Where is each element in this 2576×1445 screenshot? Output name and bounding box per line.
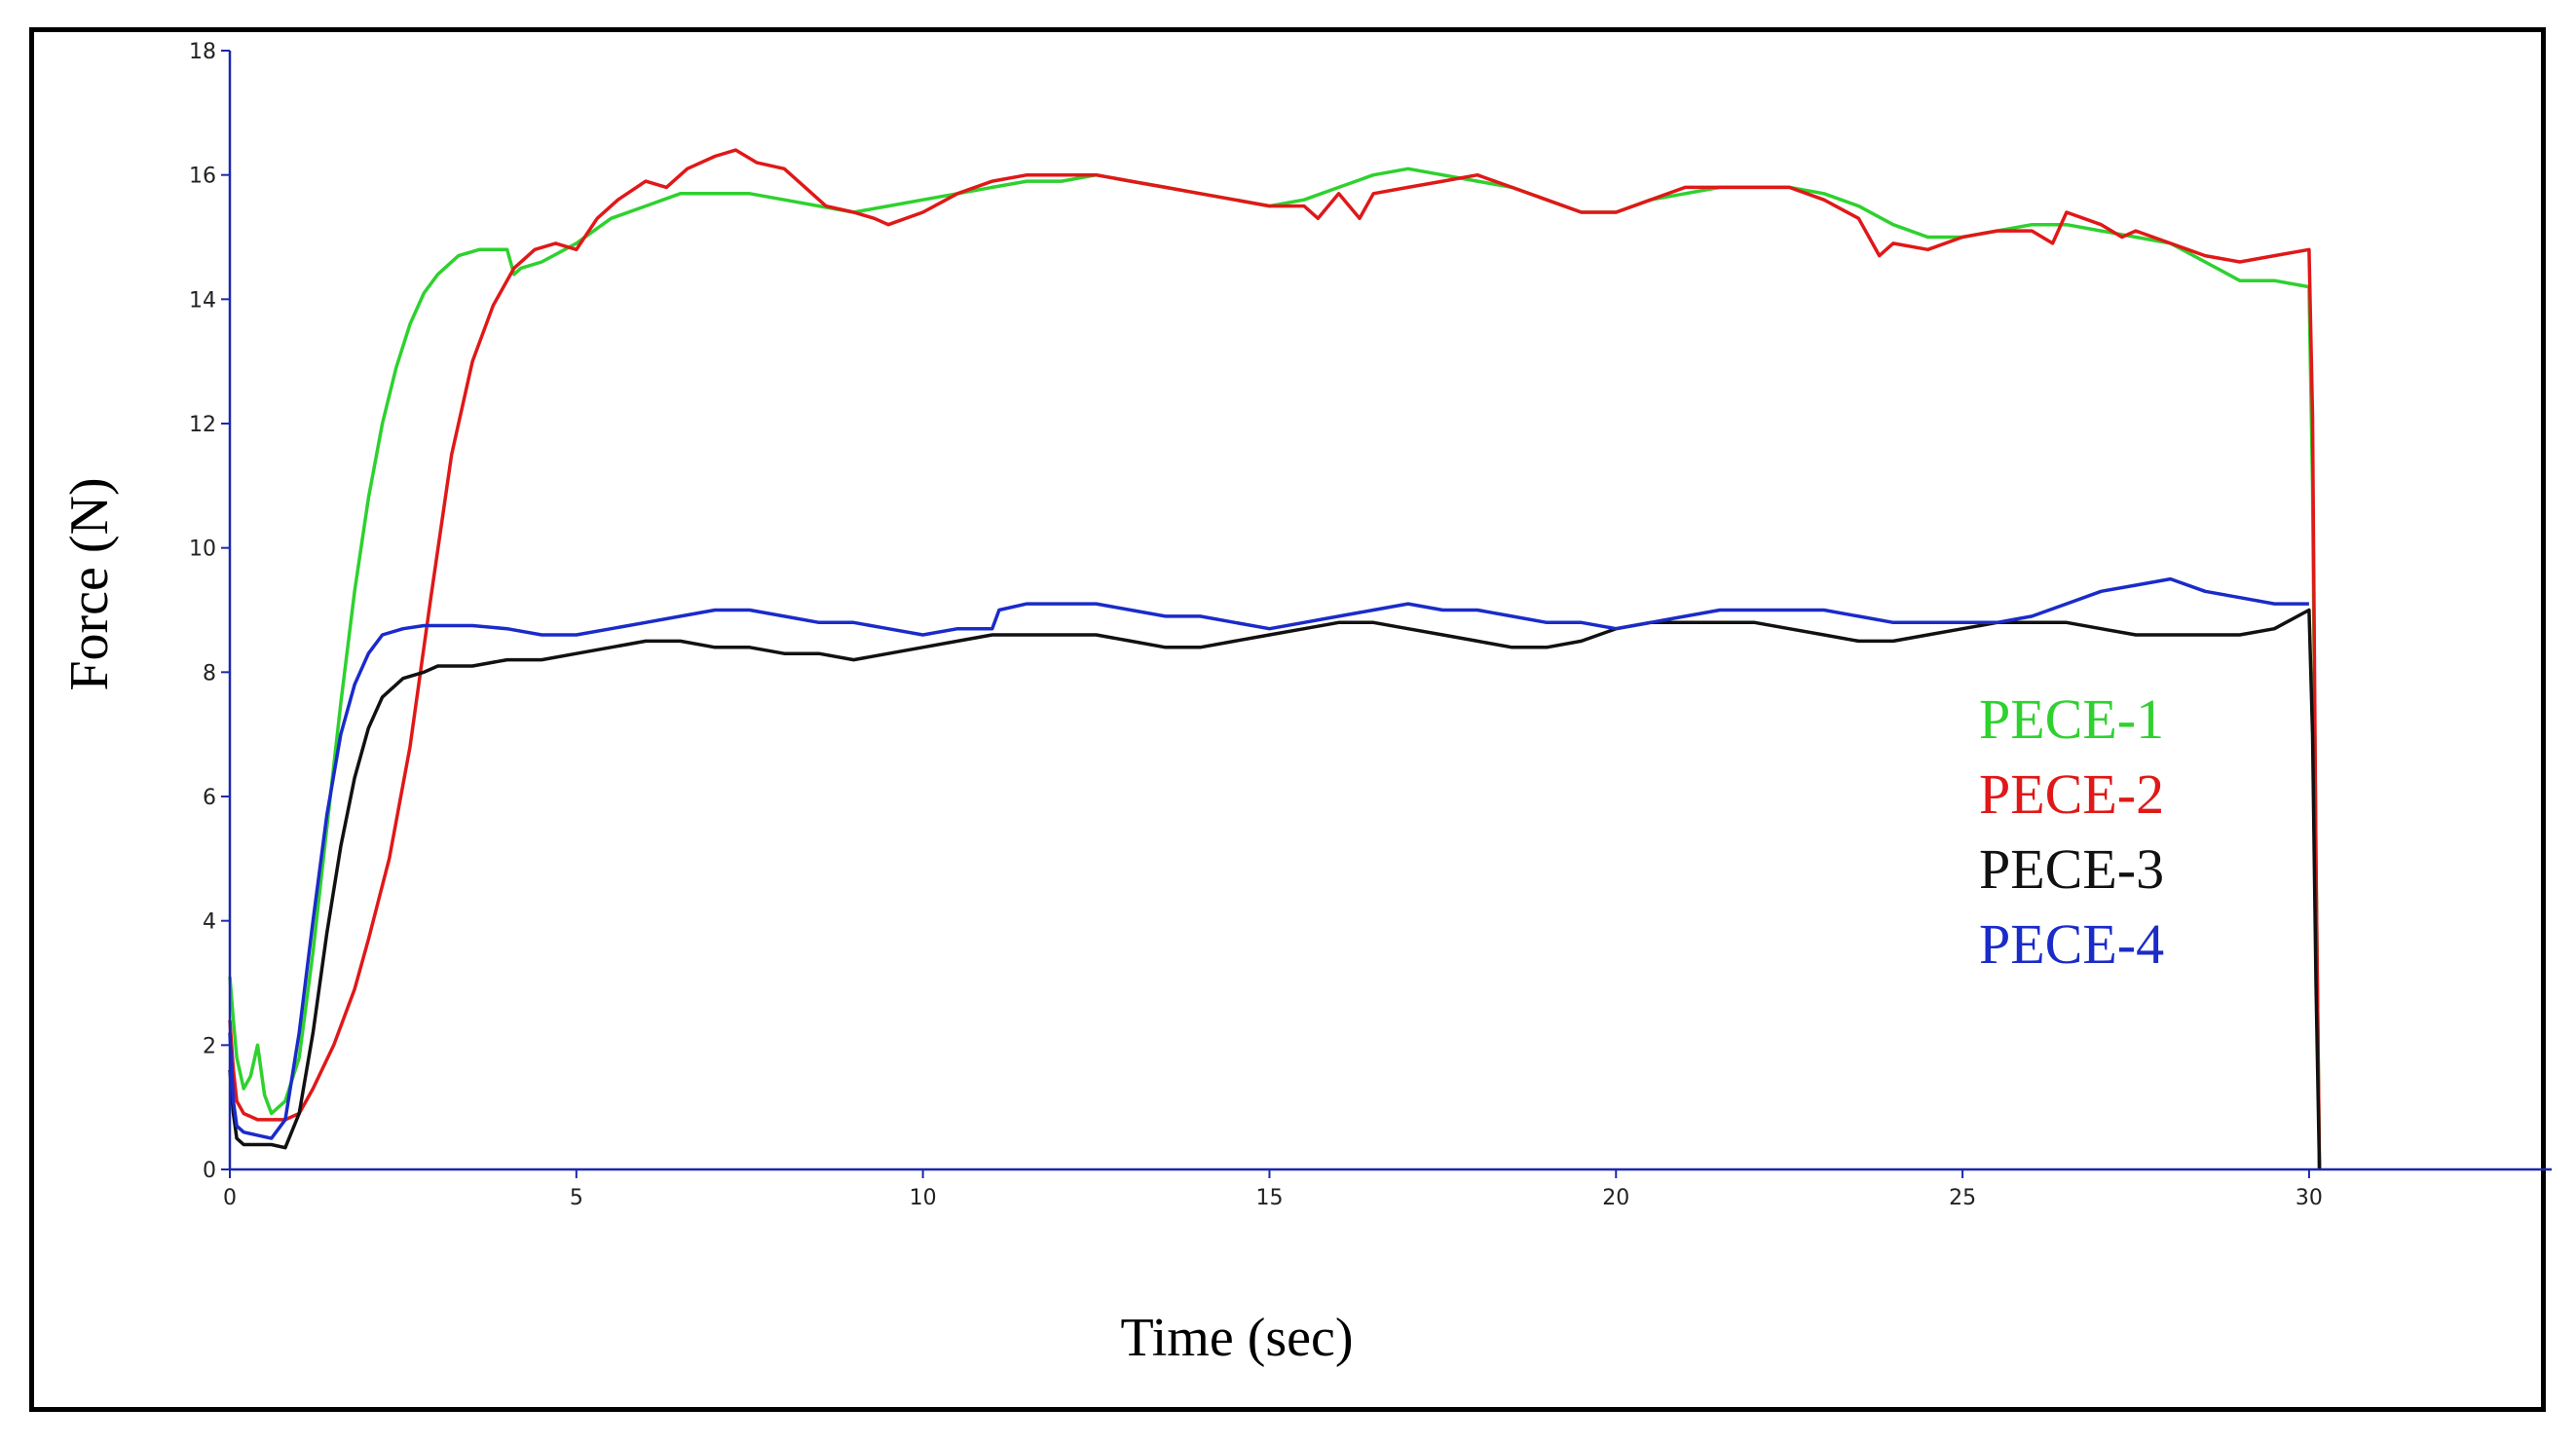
series-line-4 xyxy=(228,576,2309,1140)
series-line-1 xyxy=(228,167,2322,1170)
x-axis-title: Time (sec) xyxy=(1120,1308,1353,1368)
y-tick-label: 4 xyxy=(203,910,216,935)
y-tick-label: 16 xyxy=(189,165,216,189)
series-layer xyxy=(228,148,2322,1170)
figure-frame xyxy=(29,27,2546,1412)
legend-entry-3: PECE-3 xyxy=(1979,837,2164,901)
x-tick-label: 20 xyxy=(1602,1186,1629,1210)
y-tick-label: 8 xyxy=(203,661,216,685)
y-tick-label: 12 xyxy=(189,413,216,437)
x-tick-label: 5 xyxy=(570,1186,583,1210)
y-tick-label: 6 xyxy=(203,786,216,810)
legend-entry-4: PECE-4 xyxy=(1979,912,2164,976)
y-tick-label: 18 xyxy=(189,40,216,64)
legend-entry-1: PECE-1 xyxy=(1979,687,2164,751)
y-tick-label: 10 xyxy=(189,537,216,562)
legend-entry-2: PECE-2 xyxy=(1979,762,2164,826)
axes-layer xyxy=(228,51,2552,1171)
y-axis-title: Force (N) xyxy=(59,477,120,690)
y-tick-label: 0 xyxy=(203,1159,216,1183)
x-tick-label: 30 xyxy=(2296,1186,2323,1210)
x-tick-label: 25 xyxy=(1949,1186,1976,1210)
x-tick-label: 0 xyxy=(223,1186,237,1210)
legend: PECE-1 PECE-2 PECE-3 PECE-4 xyxy=(1979,687,2164,976)
x-tick-label: 10 xyxy=(910,1186,937,1210)
series-line-2 xyxy=(228,148,2322,1170)
x-tick-label: 15 xyxy=(1255,1186,1283,1210)
y-tick-label: 2 xyxy=(203,1034,216,1058)
ticks-layer: 0 2 4 6 8 10 12 14 16 18 0 5 10 15 20 25 30 xyxy=(189,40,2323,1210)
y-tick-label: 14 xyxy=(189,288,216,313)
